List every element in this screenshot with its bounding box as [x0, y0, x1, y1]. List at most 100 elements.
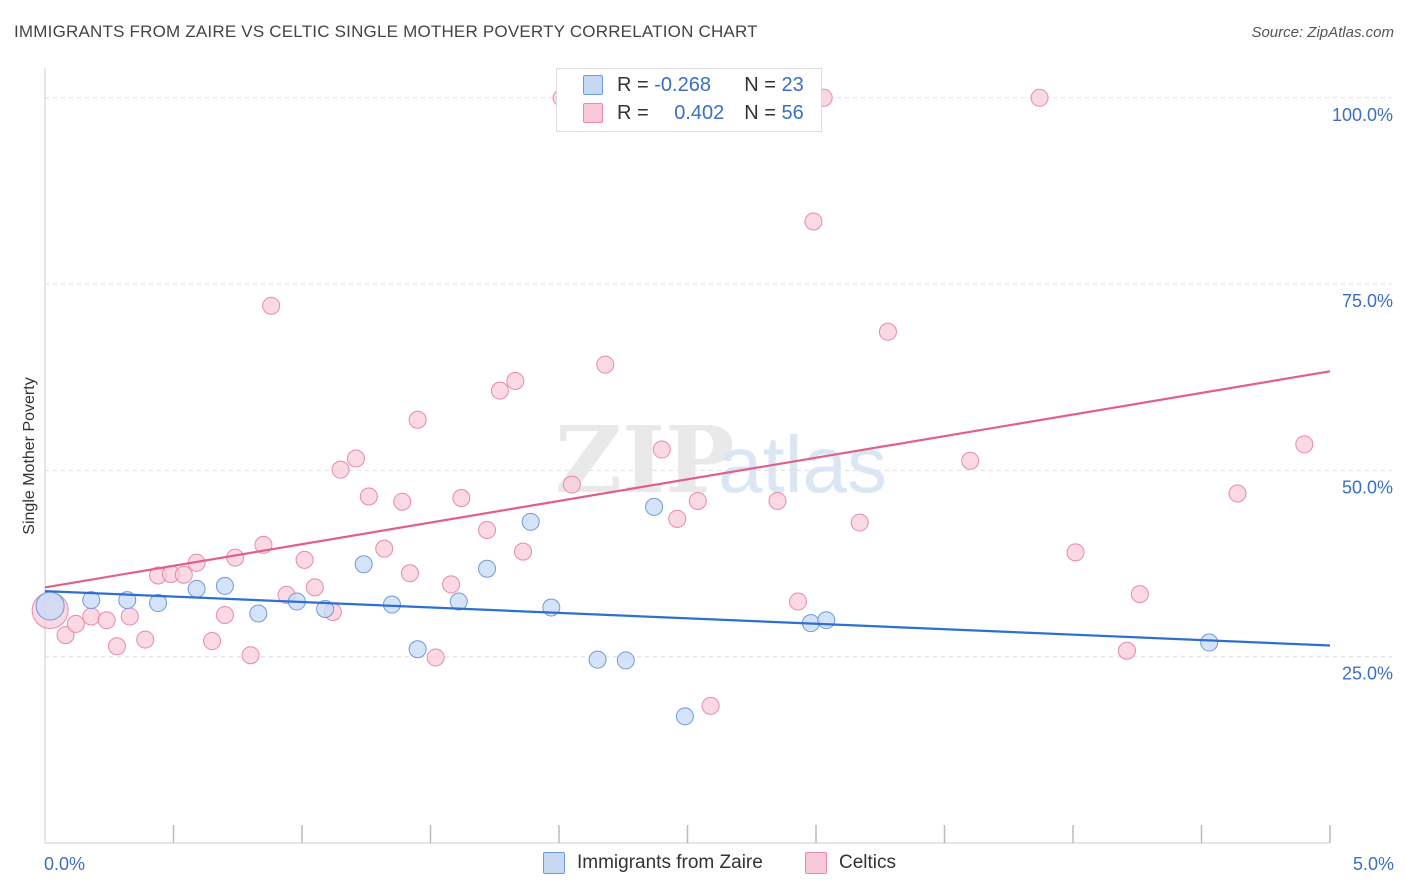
celtics-point: [305, 578, 324, 597]
y-tick-label-25: 25.0%: [1342, 664, 1393, 684]
celtics-n-value: 56: [781, 101, 804, 124]
celtics-legend-swatch: [805, 852, 827, 874]
celtics-point: [241, 646, 260, 665]
zaire-legend-label: Immigrants from Zaire: [577, 852, 763, 873]
zaire-point: [82, 591, 101, 610]
zaire-swatch: [583, 75, 603, 95]
zaire-point: [478, 559, 497, 578]
celtics-point: [789, 592, 808, 611]
zaire-point: [449, 592, 468, 611]
zaire-trend-line: [44, 590, 1331, 647]
celtics-point: [1228, 484, 1247, 503]
celtics-point: [514, 542, 533, 561]
bottom-legend-zaire: Immigrants from Zaire: [543, 852, 763, 874]
y-tick-labels: 25.0% 50.0% 75.0% 100.0%: [1332, 105, 1393, 684]
celtics-point: [331, 460, 350, 479]
grid-lines: [45, 97, 1392, 658]
celtics-point: [400, 564, 419, 583]
zaire-point: [35, 591, 65, 621]
zaire-point: [817, 611, 836, 630]
n-label: N =: [744, 101, 776, 124]
celtics-point: [768, 491, 787, 510]
zaire-point: [588, 650, 607, 669]
celtics-point: [1295, 435, 1314, 454]
celtics-point: [107, 637, 126, 656]
celtics-legend-label: Celtics: [839, 852, 897, 873]
celtics-point: [120, 607, 139, 626]
x-tick-label-min: 0.0%: [44, 854, 85, 874]
celtics-point: [136, 630, 155, 649]
celtics-point: [346, 449, 365, 468]
watermark: ZIP atlas: [555, 406, 887, 514]
celtics-point: [652, 440, 671, 459]
source-label: Source: ZipAtlas.com: [1251, 24, 1394, 41]
celtics-point: [478, 521, 497, 540]
correlation-legend: R = -0.268 N = 23 R = 0.402 N = 56: [556, 68, 822, 132]
celtics-point: [1066, 543, 1085, 562]
celtics-swatch: [583, 103, 603, 123]
zaire-point: [1200, 633, 1219, 652]
legend-row-zaire: R = -0.268 N = 23: [583, 73, 804, 97]
y-tick-label-100: 100.0%: [1332, 105, 1393, 125]
celtics-points: [31, 88, 1314, 715]
celtics-point: [442, 575, 461, 594]
zaire-point: [616, 651, 635, 670]
celtics-point: [393, 492, 412, 511]
zaire-point: [354, 555, 373, 574]
zaire-point: [408, 640, 427, 659]
zaire-point: [249, 604, 268, 623]
celtics-point: [97, 611, 116, 630]
zaire-point: [645, 497, 664, 516]
r-label: R =: [617, 73, 649, 96]
celtics-point: [226, 548, 245, 567]
zaire-point: [521, 512, 540, 531]
celtics-point: [1030, 88, 1049, 107]
chart-title: IMMIGRANTS FROM ZAIRE VS CELTIC SINGLE M…: [14, 22, 758, 41]
n-label: N =: [744, 73, 776, 96]
zaire-r-value: -0.268: [654, 73, 711, 96]
y-axis-label: Single Mother Poverty: [21, 377, 38, 534]
celtics-point: [688, 491, 707, 510]
r-label: R =: [617, 101, 649, 124]
celtics-r-value: 0.402: [674, 101, 725, 124]
celtics-point: [804, 212, 823, 231]
celtics-point: [1130, 585, 1149, 604]
celtics-point: [850, 513, 869, 532]
zaire-point: [215, 576, 234, 595]
celtics-point: [203, 632, 222, 651]
celtics-point: [490, 381, 509, 400]
celtics-point: [295, 550, 314, 569]
zaire-point: [316, 600, 335, 619]
y-tick-label-75: 75.0%: [1342, 291, 1393, 311]
zaire-legend-swatch: [543, 852, 565, 874]
celtics-point: [262, 296, 281, 315]
zaire-n-value: 23: [781, 73, 804, 96]
x-tick-label-max: 5.0%: [1353, 854, 1394, 874]
celtics-point: [961, 451, 980, 470]
celtics-point: [1117, 641, 1136, 660]
celtics-point: [506, 371, 525, 390]
bottom-legend-celtics: Celtics: [805, 852, 896, 874]
legend-row-celtics: R = 0.402 N = 56: [583, 101, 804, 125]
celtics-point: [452, 488, 471, 507]
trend-lines: [44, 370, 1331, 647]
zaire-point: [675, 707, 694, 726]
zaire-point: [149, 594, 168, 613]
celtics-point: [562, 475, 581, 494]
celtics-point: [878, 322, 897, 341]
celtics-point: [668, 509, 687, 528]
x-ticks: [172, 825, 1331, 843]
watermark-atlas: atlas: [718, 420, 887, 509]
y-tick-label-50: 50.0%: [1342, 477, 1393, 497]
celtics-point: [56, 626, 75, 645]
celtics-point: [174, 565, 193, 584]
zaire-points: [35, 497, 1219, 726]
celtics-point: [66, 614, 85, 633]
celtics-point: [408, 410, 427, 429]
zaire-point: [187, 579, 206, 598]
celtics-point: [359, 487, 378, 506]
celtics-trend-line: [44, 370, 1331, 589]
celtics-point: [701, 696, 720, 715]
celtics-point: [375, 539, 394, 558]
